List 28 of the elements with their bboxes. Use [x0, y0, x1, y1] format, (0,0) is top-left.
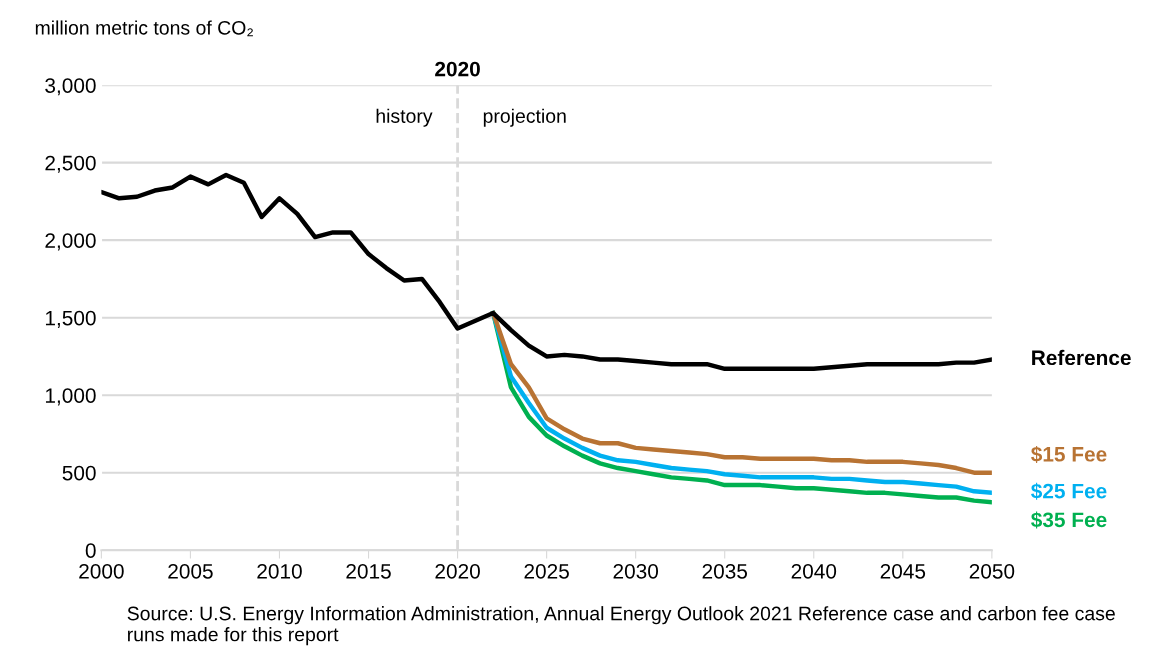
series-label: $15 Fee: [1031, 445, 1107, 463]
ref-line-label: 2020: [435, 61, 480, 77]
annotation: history: [376, 108, 433, 127]
x-tick-label: 2045: [880, 563, 926, 579]
x-tick-label: 2005: [168, 563, 213, 579]
line-series: [101, 172, 992, 372]
series-label: Reference: [1032, 349, 1131, 366]
x-tick-label: 2000: [79, 563, 124, 579]
y-tick-label: 1,500: [45, 310, 96, 328]
x-tick-label: 2020: [435, 563, 480, 579]
series-label: $25 Fee: [1031, 482, 1107, 500]
y-axis-title: million metric tons of CO₂: [35, 20, 253, 37]
y-tick-label: 2,500: [45, 155, 96, 173]
y-tick-label: 0: [85, 543, 96, 558]
x-tick-label: 2015: [346, 563, 391, 579]
y-tick-label: 500: [62, 465, 96, 481]
x-tick-label: 2030: [613, 563, 659, 579]
x-tick-label: 2050: [969, 563, 1015, 579]
x-tick-label: 2040: [791, 563, 837, 579]
x-tick-label: 2010: [257, 563, 302, 579]
y-tick-label: 2,000: [45, 233, 96, 251]
source-note: Source: U.S. Energy Information Administration, Annual Energy Outlook 2021 Reference case and carbon fee case runs made for this report: [127, 606, 1115, 646]
y-tick-label: 1,000: [45, 388, 96, 406]
y-tick-label: 3,000: [45, 78, 96, 96]
x-tick-label: 2025: [524, 563, 569, 579]
x-tick-label: 2035: [702, 563, 748, 579]
annotation: projection: [483, 108, 566, 127]
series-label: $35 Fee: [1031, 511, 1107, 529]
